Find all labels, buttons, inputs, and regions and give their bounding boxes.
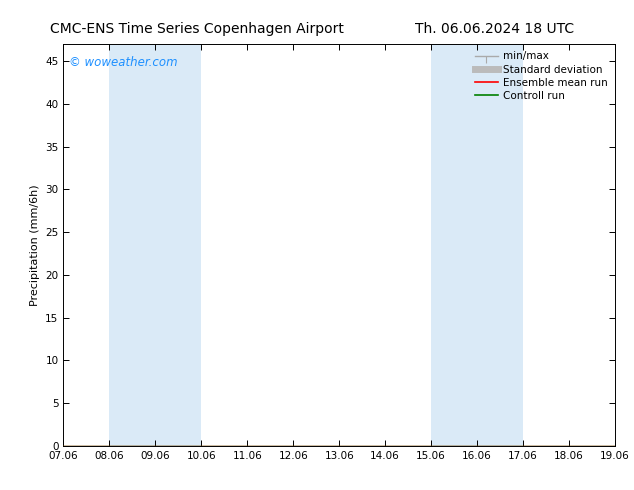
Y-axis label: Precipitation (mm/6h): Precipitation (mm/6h) [30,184,40,306]
Bar [615,44,634,446]
Text: © woweather.com: © woweather.com [69,56,178,69]
Bar [110,44,202,446]
Legend: min/max, Standard deviation, Ensemble mean run, Controll run: min/max, Standard deviation, Ensemble me… [470,47,612,105]
Bar [431,44,523,446]
Text: CMC-ENS Time Series Copenhagen Airport: CMC-ENS Time Series Copenhagen Airport [49,22,344,36]
Text: Th. 06.06.2024 18 UTC: Th. 06.06.2024 18 UTC [415,22,574,36]
